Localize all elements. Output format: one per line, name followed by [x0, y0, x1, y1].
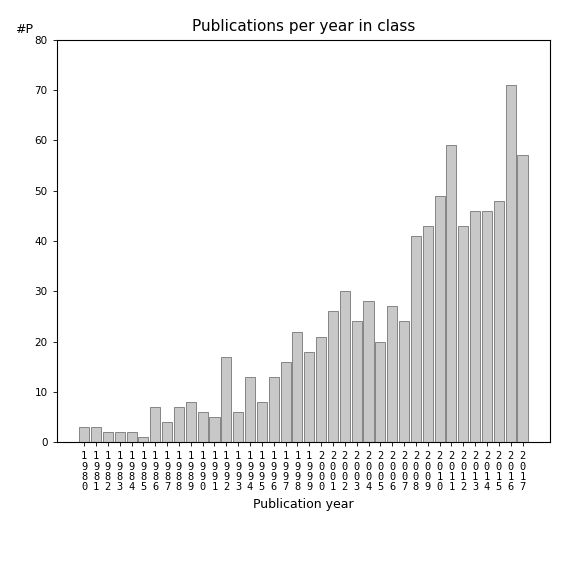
Bar [257, 402, 267, 442]
Bar [304, 352, 314, 442]
Bar [411, 236, 421, 442]
Bar [423, 226, 433, 442]
Bar [434, 196, 445, 442]
Bar [269, 377, 279, 442]
Bar [482, 211, 492, 442]
Bar [245, 377, 255, 442]
Bar [198, 412, 208, 442]
Bar [363, 302, 374, 442]
Bar [162, 422, 172, 442]
Bar [352, 321, 362, 442]
Bar [399, 321, 409, 442]
Bar [458, 226, 468, 442]
Bar [115, 432, 125, 442]
Bar [150, 407, 160, 442]
Bar [328, 311, 338, 442]
Bar [293, 332, 302, 442]
Bar [506, 85, 516, 442]
Bar [316, 337, 326, 442]
Bar [209, 417, 219, 442]
Bar [91, 427, 101, 442]
Bar [446, 145, 456, 442]
Title: Publications per year in class: Publications per year in class [192, 19, 415, 35]
Bar [79, 427, 89, 442]
Bar [375, 341, 386, 442]
Bar [518, 155, 527, 442]
Bar [103, 432, 113, 442]
Bar [138, 437, 149, 442]
Bar [174, 407, 184, 442]
Bar [387, 306, 397, 442]
Bar [126, 432, 137, 442]
Text: #P: #P [15, 23, 33, 36]
Bar [281, 362, 291, 442]
Bar [470, 211, 480, 442]
Bar [221, 357, 231, 442]
X-axis label: Publication year: Publication year [253, 498, 354, 511]
Bar [340, 291, 350, 442]
Bar [233, 412, 243, 442]
Bar [186, 402, 196, 442]
Bar [494, 201, 504, 442]
